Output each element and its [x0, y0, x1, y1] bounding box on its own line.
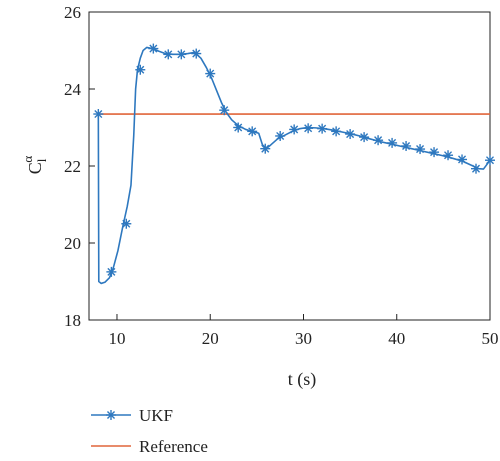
series-ukf-point: [317, 123, 328, 134]
y-axis-label: Clα: [20, 156, 49, 175]
y-axis-label-sub: l: [34, 158, 49, 162]
axes-frame: [88, 11, 491, 321]
series-ukf-point: [260, 143, 271, 154]
series-ukf-line: [97, 46, 491, 285]
x-axis: 10 20 30 40 50: [108, 314, 499, 348]
series-ukf-point: [106, 266, 117, 277]
series-ukf-point: [415, 144, 426, 155]
legend-ukf-label: UKF: [139, 406, 173, 425]
series-ukf-point: [401, 140, 412, 151]
y-axis-label-sup: α: [20, 156, 35, 163]
x-tick-label: 20: [202, 329, 219, 348]
y-axis-label-base: C: [25, 162, 45, 174]
series-ukf-point: [93, 109, 104, 120]
series-ukf-point: [485, 155, 495, 166]
y-tick-label: 24: [64, 80, 82, 99]
series-ukf-point: [135, 64, 146, 75]
x-axis-label: t (s): [288, 369, 317, 390]
y-tick-label: 26: [64, 3, 81, 22]
series-ukf-point: [443, 150, 454, 161]
series-ukf-point: [121, 218, 132, 229]
series-ukf-point: [275, 130, 286, 141]
series-ukf-point: [205, 68, 216, 79]
legend-ukf-asterisk: [106, 410, 116, 420]
series-ukf-point: [429, 147, 440, 158]
y-tick-label: 20: [64, 234, 81, 253]
series-ukf-point: [148, 43, 159, 54]
series-ukf-point: [359, 132, 370, 143]
series-ukf-point: [387, 137, 398, 148]
y-tick-label: 22: [64, 157, 81, 176]
series-ukf-point: [303, 123, 314, 134]
legend-ukf-marker: [106, 410, 116, 420]
legend-item-reference: Reference: [91, 437, 208, 456]
series-ukf-point: [345, 129, 356, 140]
series-ukf-point: [233, 122, 244, 133]
series-ukf-point: [163, 49, 174, 60]
series-ukf-point: [471, 163, 482, 174]
y-axis: 18 20 22 24 26: [64, 3, 95, 330]
x-tick-label: 30: [295, 329, 312, 348]
series-ukf-point: [373, 135, 384, 146]
legend-item-ukf: UKF: [91, 406, 173, 425]
series-ukf-point: [191, 48, 202, 59]
series-ukf-point: [331, 126, 342, 137]
x-tick-label: 40: [388, 329, 405, 348]
series-ukf-point: [176, 49, 187, 60]
legend: UKF Reference: [91, 406, 208, 456]
plot-area: [88, 11, 495, 321]
legend-reference-label: Reference: [139, 437, 208, 456]
svg-text:Clα: Clα: [20, 156, 49, 175]
series-ukf-point: [289, 124, 300, 135]
series-ukf-point: [219, 105, 230, 116]
x-tick-label: 10: [108, 329, 125, 348]
x-tick-label: 50: [482, 329, 499, 348]
series-ukf-point: [457, 154, 468, 165]
y-tick-label: 18: [64, 311, 81, 330]
series-ukf-point: [247, 126, 258, 137]
